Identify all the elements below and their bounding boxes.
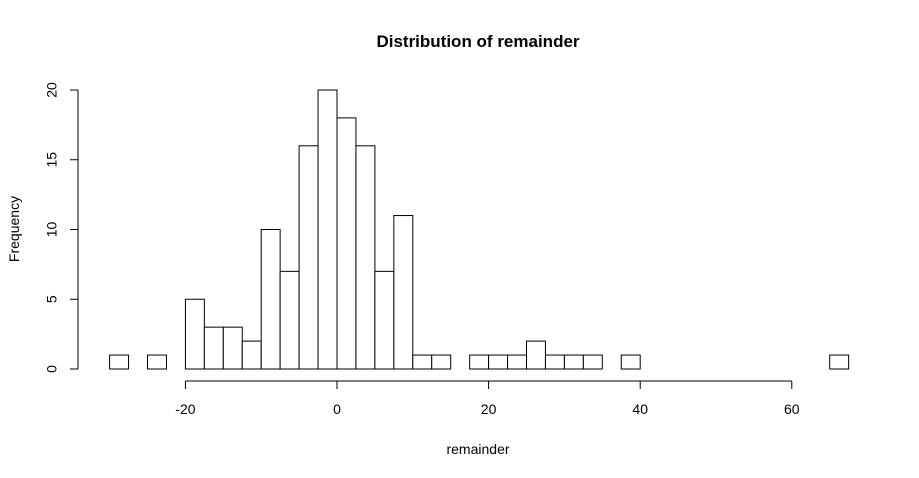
y-axis-label: Frequency — [6, 196, 22, 262]
y-tick-label: 10 — [44, 222, 60, 238]
histogram-bar — [469, 354, 490, 370]
histogram-bar — [279, 270, 300, 370]
histogram-bar — [582, 354, 603, 370]
histogram-bar — [222, 326, 243, 370]
histogram-bar — [374, 270, 395, 370]
x-axis-label: remainder — [446, 441, 509, 457]
histogram-bar — [829, 354, 850, 370]
histogram-bar — [336, 117, 357, 370]
y-tick-label: 20 — [44, 82, 60, 98]
histogram-bar — [431, 354, 452, 370]
x-tick-label: -20 — [175, 401, 195, 417]
histogram-bar — [393, 215, 414, 370]
histogram-bar — [147, 354, 167, 370]
histogram-bar — [355, 145, 376, 370]
x-tick-label: 20 — [481, 401, 497, 417]
y-tick-label: 0 — [44, 365, 60, 373]
histogram-bar — [488, 354, 509, 370]
histogram-bar — [184, 298, 205, 370]
histogram-bar — [544, 354, 565, 370]
histogram-bars — [109, 89, 850, 370]
y-axis: 0 5 10 15 20 — [44, 82, 79, 373]
histogram-bar — [241, 340, 262, 370]
histogram-bar — [412, 354, 433, 370]
histogram-bar — [526, 340, 546, 370]
y-tick-label: 15 — [44, 152, 60, 168]
chart-title: Distribution of remainder — [376, 32, 579, 51]
histogram-bar — [203, 326, 224, 370]
histogram-bar — [620, 354, 641, 370]
x-tick-label: 40 — [632, 401, 648, 417]
histogram-bar — [298, 145, 319, 370]
x-tick-label: 60 — [784, 401, 800, 417]
x-axis: -20 0 20 40 60 — [175, 380, 800, 417]
x-tick-label: 0 — [333, 401, 341, 417]
histogram-bar — [507, 354, 527, 370]
y-tick-label: 5 — [44, 295, 60, 303]
histogram-bar — [563, 354, 584, 370]
histogram-bar — [317, 89, 338, 370]
histogram-bar — [260, 229, 281, 370]
histogram-bar — [109, 354, 130, 370]
